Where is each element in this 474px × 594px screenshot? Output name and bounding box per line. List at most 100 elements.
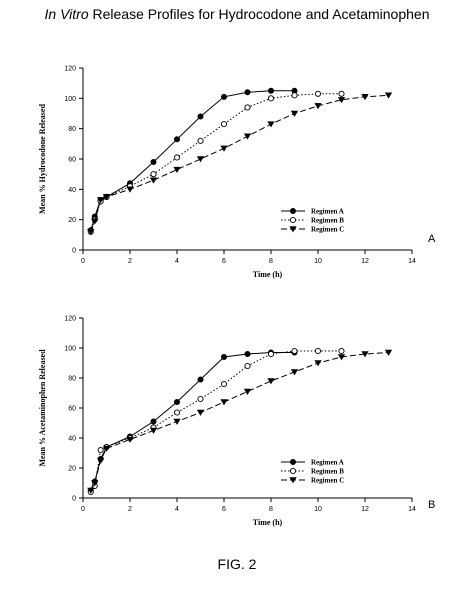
legend-label: Regimen B xyxy=(311,217,344,225)
data-point xyxy=(267,87,274,94)
data-point xyxy=(87,487,95,494)
data-point xyxy=(243,388,252,395)
data-point xyxy=(173,398,180,405)
data-point xyxy=(220,93,227,100)
data-point xyxy=(291,92,298,99)
data-point xyxy=(220,399,228,406)
data-point xyxy=(314,90,322,97)
y-tick-label: 60 xyxy=(68,157,76,164)
data-point xyxy=(97,457,105,464)
data-point xyxy=(244,362,251,370)
data-point xyxy=(220,121,228,128)
data-point xyxy=(314,360,322,367)
data-point xyxy=(267,350,275,358)
data-point xyxy=(173,409,181,416)
data-point xyxy=(244,350,251,357)
x-tick-label: 6 xyxy=(222,506,226,513)
legend-marker xyxy=(289,458,296,465)
data-point xyxy=(267,95,275,102)
x-tick-label: 4 xyxy=(175,506,179,513)
x-axis-label: Time (h) xyxy=(253,518,283,527)
data-point xyxy=(102,194,111,201)
panel-letter: B xyxy=(428,499,435,511)
data-point xyxy=(244,104,251,111)
data-point xyxy=(384,92,393,99)
data-point xyxy=(196,409,205,416)
figure-caption: FIG. 2 xyxy=(217,556,257,572)
data-point xyxy=(337,97,346,104)
x-tick-label: 12 xyxy=(361,258,369,265)
data-point xyxy=(173,418,181,425)
data-point xyxy=(102,445,111,452)
data-point xyxy=(243,133,252,140)
data-point xyxy=(149,177,158,184)
chart-panel-b: 0 2 4 6 8 10 12 14 0 20 40 60 80 100 120 Time (h) Mean %… xyxy=(38,316,435,528)
data-point xyxy=(290,369,299,376)
figure-title-rest: Release Profiles for Hydrocodone and Ace… xyxy=(88,6,430,22)
data-point xyxy=(87,229,95,236)
panel-letter: A xyxy=(428,233,436,245)
x-tick-label: 2 xyxy=(128,506,132,513)
series-regimen-a xyxy=(87,349,298,494)
chart-panel-a: 0 2 4 6 8 10 12 14 0 20 40 60 80 100 120 Time (h) Mean %… xyxy=(38,66,436,280)
y-tick-label: 80 xyxy=(68,126,76,133)
x-tick-label: 0 xyxy=(81,506,85,513)
x-tick-label: 12 xyxy=(361,506,369,513)
figure-title-italic: In Vitro xyxy=(44,6,89,22)
data-point xyxy=(361,351,369,358)
data-point xyxy=(173,166,181,173)
data-point xyxy=(244,89,251,96)
y-tick-label: 120 xyxy=(64,66,76,73)
data-point xyxy=(173,154,181,161)
data-point xyxy=(91,218,99,225)
data-point xyxy=(197,113,204,120)
data-point xyxy=(173,136,180,143)
series-regimen-b xyxy=(87,90,345,235)
y-tick-label: 40 xyxy=(68,187,76,194)
x-tick-label: 4 xyxy=(175,258,179,265)
y-tick-label: 100 xyxy=(64,96,76,103)
legend-marker xyxy=(289,467,297,475)
y-tick-label: 120 xyxy=(64,316,76,323)
legend-marker xyxy=(289,216,297,224)
series-regimen-b xyxy=(87,347,345,496)
data-point xyxy=(150,418,157,425)
data-point xyxy=(384,349,393,356)
legend-marker xyxy=(289,207,296,214)
data-point xyxy=(361,94,369,101)
y-tick-label: 100 xyxy=(64,346,76,353)
data-point xyxy=(97,446,104,454)
y-tick-label: 80 xyxy=(68,376,76,383)
legend-marker xyxy=(289,477,297,484)
x-axis-label: Time (h) xyxy=(253,270,283,279)
y-tick-label: 20 xyxy=(68,466,76,473)
series-line xyxy=(90,352,295,491)
y-tick-label: 20 xyxy=(68,217,76,224)
series-regimen-c xyxy=(87,92,393,236)
x-tick-label: 8 xyxy=(269,506,273,513)
data-point xyxy=(267,121,275,128)
data-point xyxy=(337,354,346,361)
x-tick-label: 10 xyxy=(314,258,322,265)
data-point xyxy=(149,427,158,434)
legend-label: Regimen C xyxy=(311,477,344,485)
series-regimen-c xyxy=(87,349,393,494)
data-point xyxy=(97,197,105,204)
data-point xyxy=(150,159,157,166)
y-tick-label: 0 xyxy=(72,248,76,255)
x-tick-label: 8 xyxy=(269,258,273,265)
y-tick-label: 40 xyxy=(68,436,76,443)
data-point xyxy=(291,347,298,355)
x-tick-label: 0 xyxy=(81,258,85,265)
data-point xyxy=(126,436,134,443)
data-point xyxy=(267,378,275,385)
x-tick-label: 10 xyxy=(314,506,322,513)
data-point xyxy=(150,171,157,178)
data-point xyxy=(338,90,345,97)
data-point xyxy=(220,380,228,388)
data-point xyxy=(314,103,322,110)
legend-label: Regimen A xyxy=(311,208,344,216)
